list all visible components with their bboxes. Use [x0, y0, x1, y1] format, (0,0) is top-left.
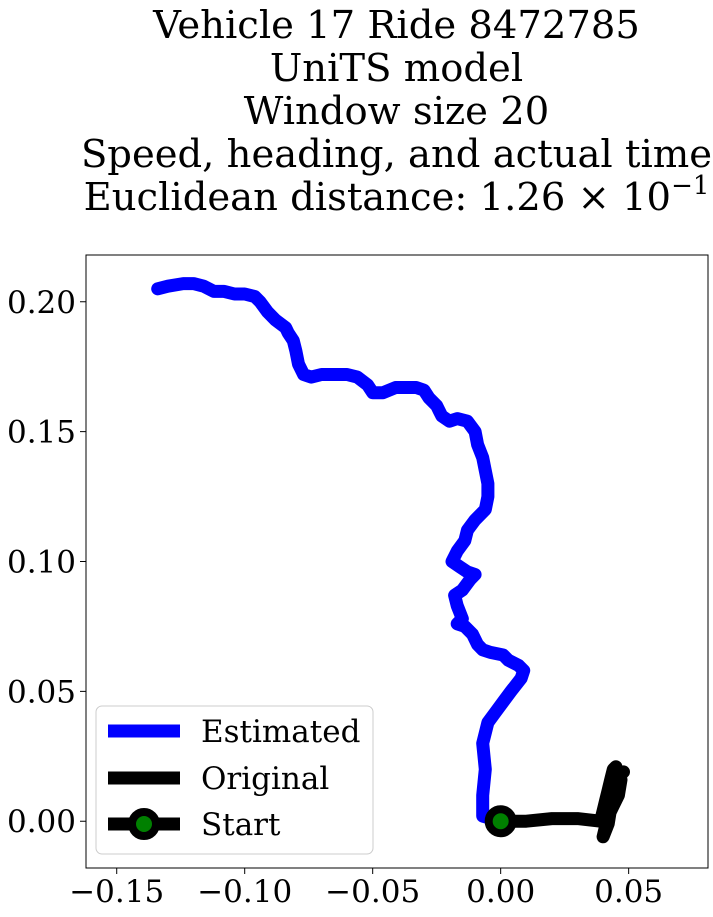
legend: Estimated Original Start [95, 705, 374, 855]
y-tick-label: 0.20 [7, 285, 76, 321]
legend-label-start: Start [201, 807, 281, 843]
title-line-3: Window size 20 [243, 89, 550, 134]
legend-label-original: Original [201, 761, 329, 797]
y-tick-label: 0.15 [7, 415, 76, 451]
series-line-estimated [151, 277, 531, 828]
title-line-1: Vehicle 17 Ride 8472785 [153, 3, 640, 48]
series-line-original [494, 760, 630, 844]
x-tick-label: −0.05 [325, 874, 420, 910]
axes-layer: −0.15 −0.10 −0.05 0.00 0.05 0.00 0.05 0.10 0.15 0… [7, 285, 663, 910]
x-tick-label: −0.10 [197, 874, 292, 910]
y-tick-label: 0.10 [7, 545, 76, 581]
y-tick-label: 0.05 [7, 674, 76, 710]
x-tick-label: −0.15 [69, 874, 164, 910]
start-marker-layer [484, 805, 517, 838]
title-line-2: UniTS model [269, 46, 524, 91]
title-distance-text: Euclidean distance: 1.26 × 10 [83, 175, 672, 220]
title-line-5: Euclidean distance: 1.26 × 10−1 [0, 173, 713, 220]
title-distance-exponent: −1 [671, 171, 710, 201]
chart-title: Vehicle 17 Ride 8472785 UniTS model Wind… [0, 4, 713, 219]
series-layer [151, 277, 630, 844]
legend-start-marker [128, 808, 160, 840]
x-tick-label: 0.05 [594, 874, 663, 910]
y-tick-label: 0.00 [7, 804, 76, 840]
x-tick-label: 0.00 [466, 874, 535, 910]
title-line-4: Speed, heading, and actual time [80, 132, 713, 177]
start-point-marker [484, 805, 517, 838]
legend-label-estimated: Estimated [201, 714, 360, 750]
legend-box [95, 705, 374, 855]
